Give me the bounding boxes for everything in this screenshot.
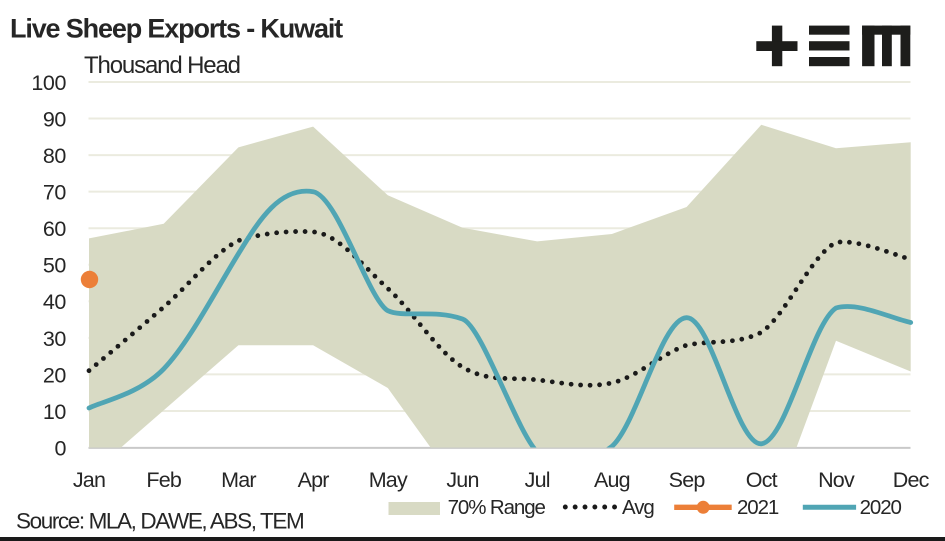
svg-text:Jul: Jul — [525, 468, 550, 492]
svg-text:50: 50 — [43, 254, 67, 278]
svg-text:Dec: Dec — [893, 468, 930, 492]
svg-text:80: 80 — [43, 144, 67, 168]
svg-text:30: 30 — [43, 327, 67, 351]
svg-text:Jan: Jan — [73, 468, 105, 492]
svg-text:Sep: Sep — [669, 468, 706, 492]
svg-text:70% Range: 70% Range — [448, 496, 546, 519]
svg-text:20: 20 — [43, 363, 67, 387]
svg-text:70: 70 — [43, 181, 67, 205]
svg-text:Avg: Avg — [622, 496, 654, 519]
svg-text:Live Sheep Exports - Kuwait: Live Sheep Exports - Kuwait — [10, 13, 343, 43]
svg-text:40: 40 — [43, 290, 67, 314]
svg-text:60: 60 — [43, 217, 67, 241]
svg-text:100: 100 — [31, 71, 66, 95]
svg-text:Nov: Nov — [818, 468, 855, 492]
svg-text:Oct: Oct — [746, 468, 778, 492]
svg-text:10: 10 — [43, 400, 67, 424]
svg-text:90: 90 — [43, 108, 67, 132]
svg-text:Jun: Jun — [446, 468, 478, 492]
svg-text:Apr: Apr — [298, 468, 330, 492]
svg-text:2020: 2020 — [860, 496, 902, 519]
svg-text:Thousand Head: Thousand Head — [84, 52, 240, 79]
svg-text:Feb: Feb — [146, 468, 181, 492]
svg-text:Mar: Mar — [221, 468, 256, 492]
svg-text:Source: MLA, DAWE, ABS, TEM: Source: MLA, DAWE, ABS, TEM — [16, 509, 303, 534]
svg-text:Aug: Aug — [594, 468, 630, 492]
svg-text:2021: 2021 — [737, 496, 779, 519]
svg-text:May: May — [369, 468, 408, 492]
svg-text:0: 0 — [54, 436, 66, 460]
